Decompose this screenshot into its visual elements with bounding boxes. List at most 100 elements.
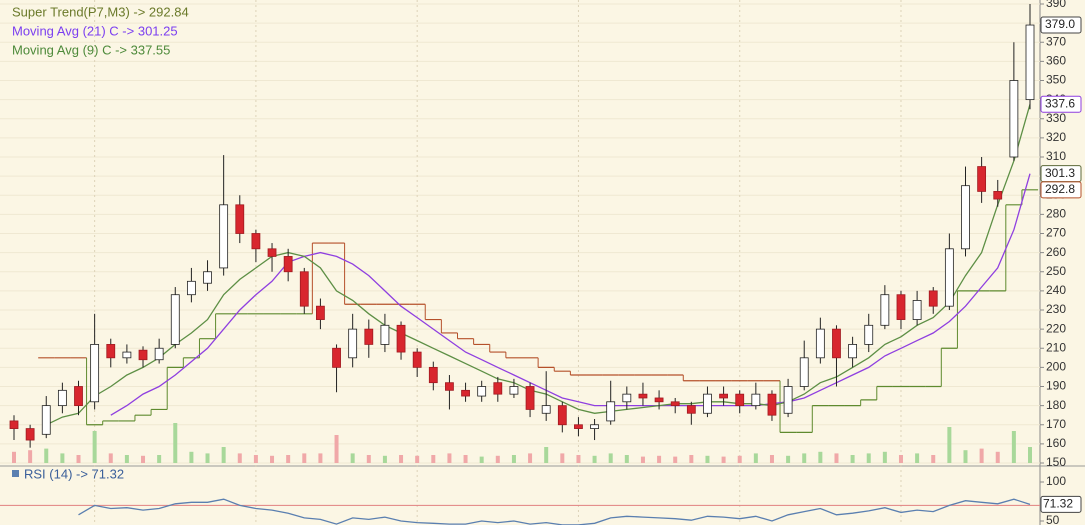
y-tick-label: 210 — [1046, 340, 1066, 354]
candle-body — [122, 351, 132, 359]
volume-bar — [44, 448, 49, 463]
volume-bar — [495, 455, 500, 463]
candle-body — [815, 328, 825, 359]
volume-bar — [286, 455, 291, 463]
volume-bar — [786, 455, 791, 463]
volume-bar — [769, 455, 774, 463]
volume-bar — [189, 451, 194, 463]
candle-body — [25, 428, 35, 441]
volume-bar — [350, 453, 355, 463]
volume-bar — [12, 451, 16, 463]
volume-bar — [270, 455, 275, 463]
y-tick-label: 240 — [1046, 283, 1066, 297]
y-tick-label: 260 — [1046, 245, 1066, 259]
volume-bar — [431, 455, 436, 463]
y-tick-label: 250 — [1046, 264, 1066, 278]
candle-body — [525, 386, 535, 410]
volume-bar — [334, 435, 339, 463]
y-tick-label: 100 — [1046, 474, 1066, 488]
rsi-title: RSI (14) -> 71.32 — [24, 466, 124, 481]
candle-body — [799, 357, 809, 387]
candle-body — [880, 294, 890, 326]
candle-body — [719, 393, 728, 399]
line — [46, 104, 1031, 426]
candle-body — [186, 280, 196, 296]
volume-bar — [931, 455, 936, 463]
candle-body — [993, 191, 1003, 200]
candle-body — [961, 185, 970, 250]
candle-body — [670, 401, 680, 407]
volume-bar — [1028, 447, 1032, 463]
candle-body — [154, 347, 164, 361]
volume-bar — [382, 455, 387, 463]
volume-bar — [560, 453, 565, 463]
candle-body — [751, 393, 761, 407]
volume-bar — [882, 451, 887, 463]
y-tick-label: 170 — [1046, 417, 1066, 431]
candle-body — [832, 328, 841, 359]
candle-body — [170, 294, 180, 345]
y-tick-label: 390 — [1046, 0, 1066, 10]
candle-body — [41, 405, 51, 435]
candle-body — [299, 271, 309, 307]
volume-bar — [253, 455, 258, 463]
legend-entry: Moving Avg (21) C -> 301.25 — [12, 23, 178, 38]
volume-bar — [898, 455, 903, 463]
candle-body — [574, 424, 583, 429]
candle-body — [767, 393, 777, 416]
price-label-box — [1040, 16, 1082, 34]
candle-body — [977, 166, 987, 192]
candle-body — [364, 328, 374, 345]
candle-body — [477, 386, 487, 397]
candle-body — [9, 420, 19, 429]
volume-bar — [205, 453, 210, 463]
volume-bar — [608, 453, 613, 463]
y-tick-label: 330 — [1046, 111, 1066, 125]
volume-bar — [737, 455, 742, 463]
y-tick-label: 190 — [1046, 379, 1066, 393]
volume-bar — [915, 453, 920, 463]
candle-body — [622, 393, 632, 403]
candle-body — [428, 366, 438, 384]
price-label-box — [1040, 181, 1082, 199]
candle-body — [638, 393, 648, 399]
rsi-icon — [12, 470, 19, 477]
candle-body — [251, 233, 261, 250]
candle-body — [493, 382, 503, 395]
volume-bar — [124, 455, 129, 463]
candle-body — [348, 328, 358, 359]
volume-bar — [399, 455, 404, 463]
volume-bar — [624, 455, 629, 463]
volume-bar — [366, 455, 371, 463]
y-tick-label: 160 — [1046, 436, 1066, 450]
price-label: 337.6 — [1045, 96, 1075, 110]
candle-body — [235, 204, 245, 234]
candle-body — [783, 386, 793, 414]
volume-bar — [753, 453, 758, 463]
y-tick-label: 50 — [1046, 513, 1060, 525]
y-tick-label: 200 — [1046, 360, 1066, 374]
volume-bar — [576, 455, 581, 463]
candle-body — [1009, 80, 1019, 158]
candle-body — [1025, 24, 1035, 101]
candle-body — [541, 405, 551, 414]
candle-body — [90, 344, 100, 403]
line — [78, 498, 1031, 525]
candle-body — [509, 386, 519, 395]
volume-bar — [995, 451, 1000, 463]
candle-body — [380, 324, 390, 345]
candle-body — [590, 424, 599, 429]
volume-bar — [511, 455, 516, 463]
candle-body — [106, 344, 116, 359]
volume-bar — [705, 455, 710, 463]
volume-bar — [850, 455, 855, 463]
price-label: 379.0 — [1045, 17, 1075, 31]
volume-bar — [141, 455, 146, 463]
candle-body — [203, 271, 212, 284]
volume-bar — [318, 453, 323, 463]
candle-body — [686, 405, 696, 414]
volume-bar — [834, 453, 839, 463]
price-label-box — [1040, 95, 1082, 113]
